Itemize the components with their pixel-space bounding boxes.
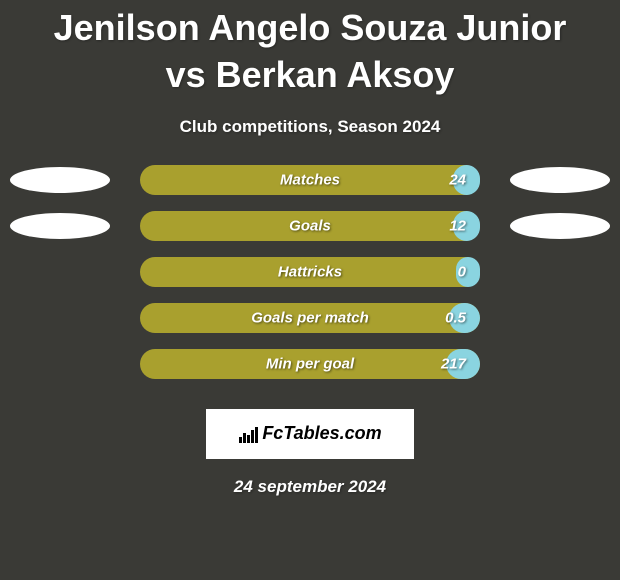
- left-bubble: [10, 213, 110, 239]
- left-bubble: [10, 167, 110, 193]
- bar-label: Goals: [289, 217, 331, 234]
- bar-value: 12: [449, 217, 466, 234]
- right-spacer: [510, 305, 610, 331]
- stat-bar: Goals 12: [140, 211, 480, 241]
- stat-bar: Min per goal 217: [140, 349, 480, 379]
- stat-row: Hattricks 0: [8, 257, 612, 287]
- stat-bar: Hattricks 0: [140, 257, 480, 287]
- left-spacer: [10, 259, 110, 285]
- bar-label: Min per goal: [266, 355, 354, 372]
- left-spacer: [10, 305, 110, 331]
- stats-container: Matches 24 Goals 12 Hattricks 0 Goals per matc…: [0, 165, 620, 395]
- right-spacer: [510, 351, 610, 377]
- stat-row: Min per goal 217: [8, 349, 612, 379]
- stat-row: Goals 12: [8, 211, 612, 241]
- date-text: 24 september 2024: [234, 477, 386, 497]
- brand-text: FcTables.com: [262, 423, 381, 444]
- subtitle: Club competitions, Season 2024: [180, 117, 441, 137]
- page-title: Jenilson Angelo Souza Junior vs Berkan A…: [0, 5, 620, 99]
- right-spacer: [510, 259, 610, 285]
- bar-value: 0.5: [445, 309, 466, 326]
- bar-label: Goals per match: [251, 309, 369, 326]
- bar-label: Hattricks: [278, 263, 342, 280]
- brand-box: FcTables.com: [206, 409, 414, 459]
- stat-row: Matches 24: [8, 165, 612, 195]
- bar-value: 217: [441, 355, 466, 372]
- left-spacer: [10, 351, 110, 377]
- stat-row: Goals per match 0.5: [8, 303, 612, 333]
- brand-label: FcTables.com: [238, 423, 381, 444]
- right-bubble: [510, 213, 610, 239]
- bar-label: Matches: [280, 171, 340, 188]
- chart-icon: [238, 425, 258, 443]
- stat-bar: Goals per match 0.5: [140, 303, 480, 333]
- bar-value: 24: [449, 171, 466, 188]
- bar-value: 0: [458, 263, 466, 280]
- right-bubble: [510, 167, 610, 193]
- stat-bar: Matches 24: [140, 165, 480, 195]
